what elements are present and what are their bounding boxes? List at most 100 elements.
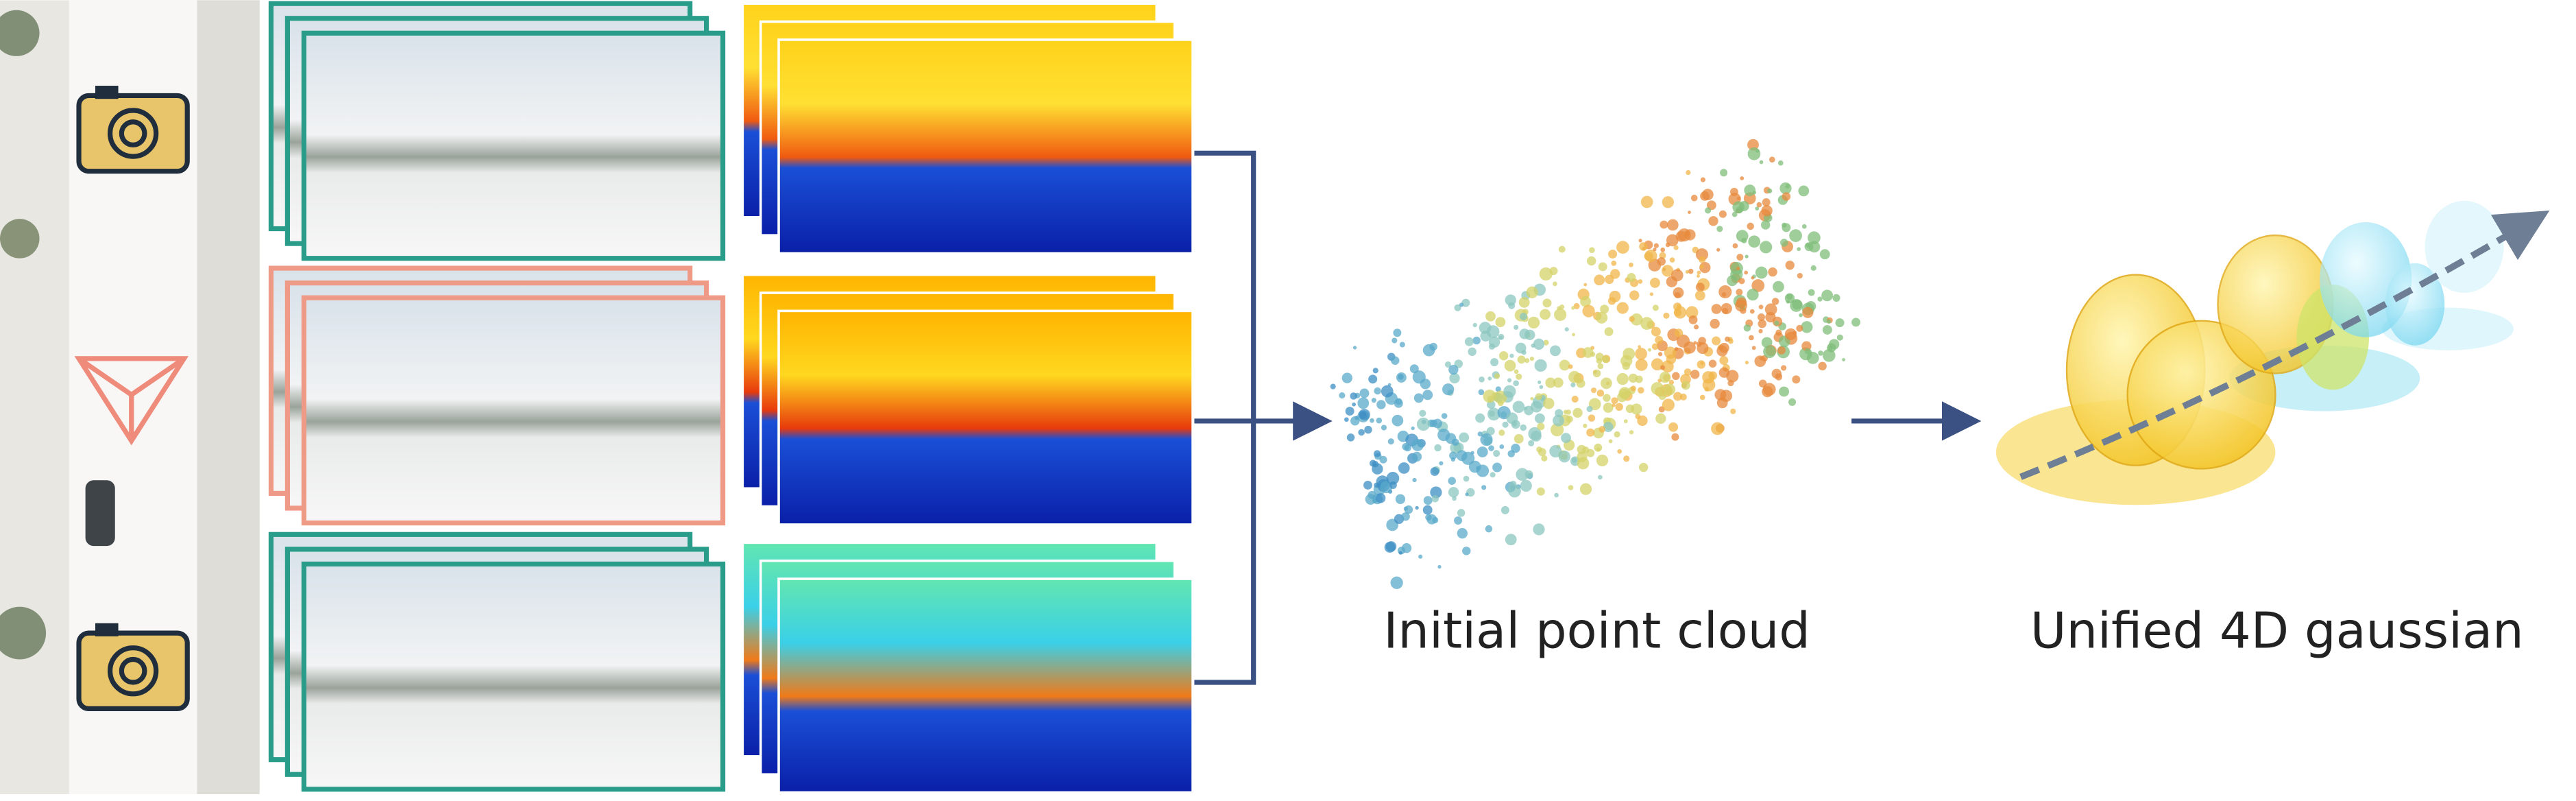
point [1764, 303, 1777, 316]
point [1627, 273, 1636, 282]
point [1673, 392, 1682, 401]
point [1751, 276, 1755, 280]
point [1582, 347, 1594, 358]
point [1607, 297, 1616, 305]
point [1758, 319, 1766, 328]
point [1398, 462, 1410, 474]
point [1774, 320, 1779, 326]
point [1638, 345, 1642, 349]
point [1530, 431, 1542, 442]
point [1586, 428, 1595, 437]
point [1637, 415, 1648, 427]
point [1498, 351, 1509, 361]
point [1537, 422, 1545, 431]
point [1472, 322, 1477, 328]
point [1352, 402, 1356, 407]
point [1514, 433, 1524, 444]
point [1802, 307, 1814, 318]
point [1658, 392, 1666, 400]
point [1712, 336, 1721, 346]
point [1461, 298, 1470, 307]
point [1376, 400, 1386, 409]
point [1676, 334, 1690, 348]
point [1490, 472, 1496, 478]
point [1379, 455, 1387, 464]
point [1487, 407, 1500, 421]
point [1550, 345, 1561, 357]
point [1359, 388, 1370, 398]
point [1747, 147, 1761, 160]
point [1655, 335, 1664, 344]
point [1836, 334, 1843, 341]
point [1402, 442, 1410, 451]
point [1372, 368, 1378, 374]
point [1652, 304, 1659, 311]
point [1524, 358, 1530, 363]
point [1736, 253, 1744, 261]
point [1727, 275, 1738, 287]
point [1625, 404, 1635, 414]
point [1434, 444, 1442, 452]
point [1503, 385, 1516, 398]
point [1481, 485, 1487, 490]
point [1662, 196, 1674, 208]
point [1518, 297, 1530, 308]
point [1653, 243, 1659, 248]
point [1732, 201, 1745, 214]
point [1536, 446, 1542, 453]
point [1638, 462, 1649, 473]
point [1718, 210, 1727, 218]
point [1554, 492, 1559, 498]
point [1582, 304, 1595, 318]
point [1495, 386, 1501, 392]
point [1835, 318, 1845, 328]
point [1395, 494, 1406, 504]
point [1494, 390, 1507, 404]
point [1768, 267, 1777, 277]
point [1737, 196, 1741, 200]
point [1674, 328, 1684, 337]
point [1662, 265, 1674, 277]
point [1357, 397, 1370, 409]
point [1747, 139, 1759, 151]
point [1452, 496, 1457, 501]
point [1744, 184, 1756, 196]
point [1433, 418, 1443, 429]
point [1674, 347, 1679, 351]
point [1415, 505, 1419, 510]
point [1793, 331, 1797, 335]
point [1751, 279, 1765, 292]
point [1851, 318, 1861, 327]
point [1597, 363, 1604, 370]
point [1499, 444, 1505, 449]
point [1647, 348, 1652, 352]
point [1444, 361, 1451, 368]
point [1677, 228, 1691, 242]
point [1558, 451, 1570, 463]
point [1330, 383, 1336, 390]
point [1688, 211, 1691, 214]
point [1530, 396, 1534, 400]
point [1568, 370, 1581, 383]
point [1599, 426, 1606, 433]
point [1697, 270, 1701, 275]
point [1694, 290, 1705, 301]
point [1459, 432, 1470, 443]
point [1773, 280, 1784, 293]
point [1508, 484, 1521, 498]
point [1541, 455, 1548, 462]
point [1666, 234, 1679, 247]
point [1502, 421, 1509, 428]
point [1685, 270, 1690, 274]
point [1488, 445, 1494, 451]
point [1553, 414, 1564, 427]
depth-map [777, 38, 1194, 255]
point [1418, 554, 1423, 559]
point [1605, 274, 1614, 285]
point [1671, 433, 1679, 441]
point [1749, 335, 1754, 341]
point [1490, 358, 1499, 367]
point [1760, 241, 1773, 254]
point [1810, 265, 1816, 271]
point [1589, 247, 1595, 254]
